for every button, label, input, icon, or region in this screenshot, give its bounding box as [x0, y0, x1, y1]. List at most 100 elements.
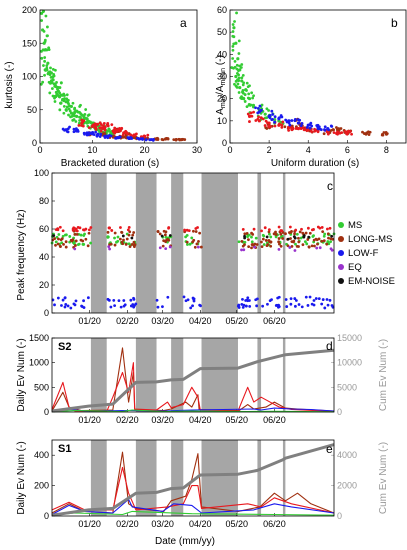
- x-tick-label: 01/20: [78, 316, 101, 326]
- scatter-point: [108, 247, 112, 251]
- scatter-point: [118, 237, 122, 241]
- scatter-point: [166, 295, 170, 299]
- scatter-point: [268, 114, 272, 117]
- x-tick-label: 6: [345, 145, 350, 155]
- scatter-point: [46, 61, 50, 65]
- scatter-point: [75, 114, 79, 118]
- scatter-point: [61, 234, 65, 238]
- scatter-point: [248, 299, 251, 302]
- data-gap: [201, 173, 238, 313]
- x-tick-label: 02/20: [116, 519, 139, 529]
- scatter-point: [233, 20, 236, 23]
- scatter-point: [73, 107, 76, 111]
- scatter-point: [306, 226, 310, 230]
- scatter-point: [263, 226, 267, 230]
- scatter-point: [58, 244, 62, 248]
- scatter-point: [249, 103, 253, 107]
- scatter-point: [232, 42, 236, 46]
- scatter-point: [329, 240, 333, 244]
- scatter-point: [293, 232, 296, 236]
- scatter-point: [186, 298, 190, 302]
- scatter-point: [108, 226, 111, 230]
- scatter-point: [81, 124, 85, 128]
- data-gap: [201, 440, 238, 516]
- scatter-point: [63, 305, 67, 309]
- scatter-point: [89, 131, 93, 135]
- scatter-point: [121, 133, 125, 137]
- y-tick-label: 40: [39, 252, 49, 262]
- x-tick-label: 06/20: [263, 415, 286, 425]
- y-tick-label: 10: [217, 116, 227, 126]
- scatter-point: [385, 132, 389, 136]
- scatter-point: [291, 126, 295, 130]
- scatter-point: [74, 120, 78, 123]
- scatter-point: [64, 240, 68, 244]
- scatter-point: [232, 26, 236, 30]
- scatter-point: [162, 229, 166, 233]
- x-tick-label: 0: [37, 145, 42, 155]
- scatter-point: [160, 234, 164, 238]
- scatter-point: [73, 247, 77, 251]
- legend-marker: [338, 278, 344, 284]
- scatter-point: [327, 236, 330, 240]
- scatter-point: [103, 126, 107, 129]
- scatter-point: [70, 239, 74, 243]
- scatter-point: [234, 74, 238, 79]
- scatter-point: [277, 247, 281, 251]
- scatter-point: [277, 240, 281, 244]
- scatter-point: [287, 128, 291, 132]
- x-tick-label: 2: [267, 145, 272, 155]
- scatter-point: [109, 305, 113, 309]
- scatter-point: [68, 109, 72, 113]
- scatter-point: [75, 232, 79, 236]
- legend-label: LOW-F: [348, 248, 379, 259]
- scatter-point: [118, 135, 122, 139]
- scatter-point: [273, 124, 277, 128]
- y-tick-label: 30: [217, 72, 227, 82]
- scatter-point: [84, 237, 88, 241]
- scatter-point: [247, 245, 251, 249]
- scatter-point: [73, 227, 77, 230]
- scatter-point: [366, 130, 370, 134]
- scatter-point: [279, 232, 283, 236]
- scatter-point: [137, 137, 141, 141]
- scatter-point: [280, 123, 284, 127]
- scatter-point: [178, 138, 182, 141]
- scatter-point: [87, 228, 91, 232]
- scatter-point: [313, 127, 316, 131]
- scatter-point: [277, 305, 280, 309]
- data-gap: [135, 440, 157, 516]
- scatter-point: [322, 132, 326, 136]
- scatter-point: [113, 236, 116, 240]
- scatter-point: [63, 94, 66, 97]
- scatter-point: [279, 229, 283, 232]
- scatter-point: [122, 131, 126, 134]
- x-tick-label: 30: [192, 145, 202, 155]
- scatter-point: [65, 105, 69, 109]
- scatter-point: [186, 243, 189, 246]
- scatter-point: [260, 245, 264, 249]
- scatter-point: [113, 243, 117, 247]
- scatter-point: [284, 298, 288, 301]
- scatter-point: [305, 125, 309, 129]
- scatter-point: [77, 124, 81, 127]
- scatter-point: [65, 93, 69, 97]
- legend-marker: [338, 236, 344, 242]
- scatter-point: [252, 94, 256, 98]
- scatter-point: [42, 64, 45, 67]
- scatter-point: [239, 66, 243, 69]
- scatter-point: [265, 235, 269, 239]
- y-tick-label: 60: [217, 5, 227, 15]
- scatter-point: [297, 240, 301, 244]
- panel-b-letter: b: [391, 16, 398, 30]
- scatter-point: [72, 127, 76, 131]
- scatter-point: [163, 233, 167, 237]
- scatter-point: [240, 79, 244, 83]
- scatter-point: [332, 128, 335, 132]
- scatter-point: [73, 303, 77, 307]
- scatter-point: [63, 128, 66, 132]
- scatter-point: [77, 121, 81, 125]
- scatter-point: [128, 245, 132, 248]
- scatter-point: [56, 296, 60, 300]
- x-tick-label: 03/20: [151, 316, 174, 326]
